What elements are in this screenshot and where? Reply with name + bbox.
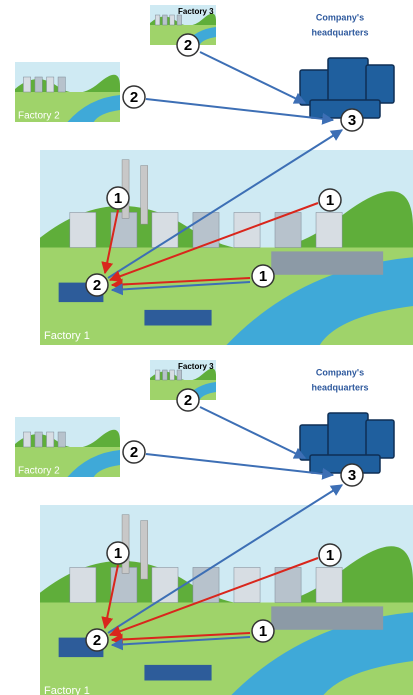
headquarters-icon <box>300 413 394 473</box>
diagram: Factory 3 Company's headquarters Factory 2 F… <box>0 0 413 695</box>
step-number: 3 <box>348 467 356 484</box>
solar-panel <box>144 665 211 681</box>
building <box>35 77 42 92</box>
chimney <box>141 521 148 580</box>
headquarters-label: Company's <box>316 367 364 377</box>
panel: Factory 3 Company's headquarters Factory 2 F… <box>15 360 413 695</box>
building <box>23 432 30 447</box>
headquarters-icon <box>300 58 394 118</box>
building <box>170 15 175 25</box>
building <box>170 370 175 380</box>
factory-label: Factory 2 <box>18 111 60 122</box>
dam <box>271 251 383 274</box>
step-number: 2 <box>93 277 101 294</box>
building <box>70 567 96 602</box>
dam <box>271 606 383 629</box>
step-number: 2 <box>130 444 138 461</box>
monitor <box>366 420 394 458</box>
headquarters-label: headquarters <box>311 382 368 392</box>
building <box>58 432 65 447</box>
step-number: 3 <box>348 112 356 129</box>
factory-label: Factory 3 <box>178 7 214 16</box>
monitor <box>366 65 394 103</box>
building <box>177 370 182 380</box>
step-number: 2 <box>93 632 101 649</box>
building <box>23 77 30 92</box>
building <box>316 212 342 247</box>
building <box>316 567 342 602</box>
step-number: 1 <box>326 192 334 209</box>
building <box>193 212 219 247</box>
factory-label: Factory 3 <box>178 362 214 371</box>
headquarters-label: headquarters <box>311 27 368 37</box>
step-number: 1 <box>114 190 122 207</box>
solar-panel <box>144 310 211 326</box>
chimney <box>141 166 148 225</box>
building <box>47 77 54 92</box>
headquarters-label: Company's <box>316 12 364 22</box>
step-number: 1 <box>114 545 122 562</box>
step-number: 1 <box>259 268 267 285</box>
factory-label: Factory 1 <box>44 685 90 695</box>
building <box>155 370 160 380</box>
step-number: 1 <box>259 623 267 640</box>
panel: Factory 3 Company's headquarters Factory 2 F… <box>15 5 413 345</box>
building <box>47 432 54 447</box>
step-number: 1 <box>326 547 334 564</box>
building <box>193 567 219 602</box>
building <box>70 212 96 247</box>
arrow <box>200 407 305 458</box>
factory-label: Factory 1 <box>44 330 90 342</box>
building <box>155 15 160 25</box>
step-number: 2 <box>184 392 192 409</box>
arrow <box>200 52 305 103</box>
factory-label: Factory 2 <box>18 466 60 477</box>
building <box>35 432 42 447</box>
building <box>177 15 182 25</box>
step-number: 2 <box>130 89 138 106</box>
step-number: 2 <box>184 37 192 54</box>
building <box>58 77 65 92</box>
building <box>163 15 168 25</box>
building <box>163 370 168 380</box>
